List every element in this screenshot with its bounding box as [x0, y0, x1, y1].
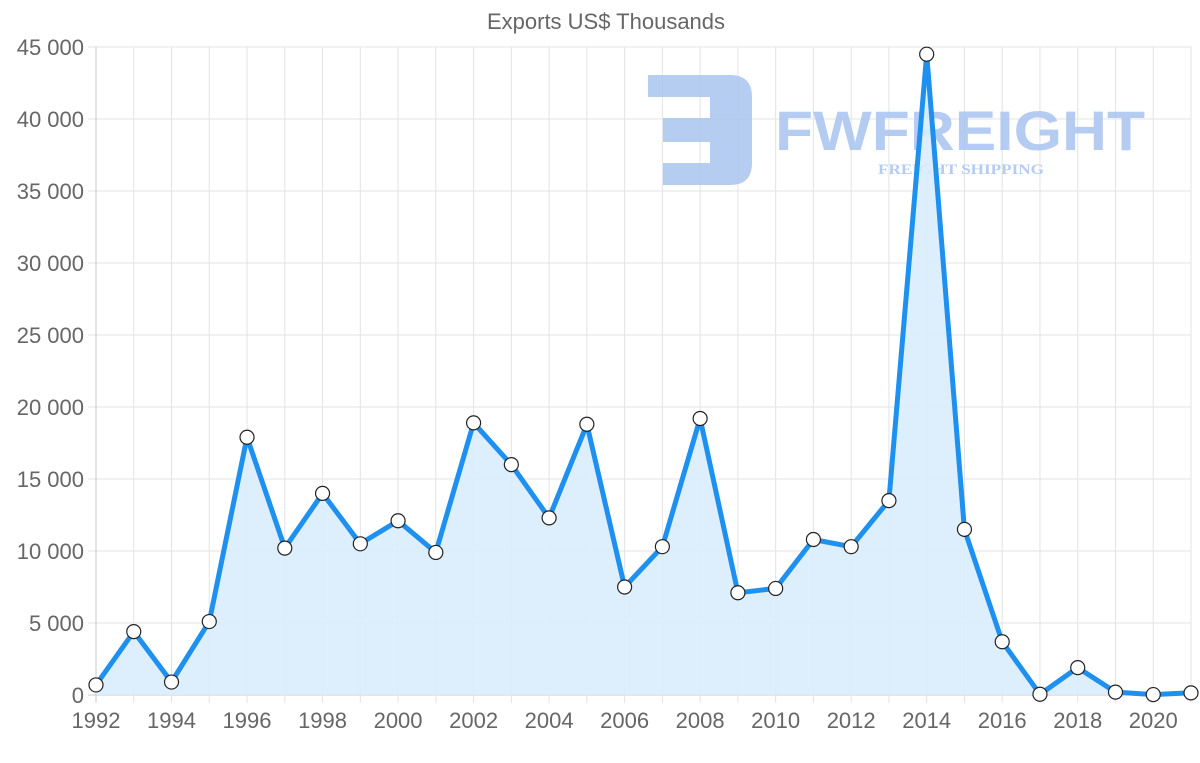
- data-point[interactable]: [277, 540, 293, 556]
- watermark-brand: FWFREIGHT: [775, 99, 1145, 162]
- data-point[interactable]: [1107, 684, 1124, 700]
- data-point[interactable]: [579, 416, 595, 432]
- data-point[interactable]: [994, 634, 1010, 650]
- data-point[interactable]: [617, 579, 633, 595]
- x-tick-label: 2014: [902, 708, 951, 733]
- x-tick-label: 2016: [978, 708, 1027, 733]
- x-tick-label: 2000: [374, 708, 423, 733]
- data-point[interactable]: [654, 539, 670, 555]
- data-point[interactable]: [163, 674, 180, 690]
- x-tick-label: 2020: [1129, 708, 1178, 733]
- data-point[interactable]: [428, 544, 444, 561]
- watermark-tagline: FREIGHT SHIPPING: [878, 162, 1044, 178]
- data-points: [88, 46, 1199, 703]
- data-point[interactable]: [956, 521, 973, 538]
- y-tick-label: 30 000: [17, 251, 84, 276]
- data-point[interactable]: [1183, 685, 1199, 701]
- watermark-logo: FWFREIGHT FREIGHT SHIPPING: [648, 75, 1145, 185]
- data-point[interactable]: [843, 539, 859, 555]
- y-tick-label: 45 000: [17, 35, 84, 60]
- x-tick-label: 2004: [525, 708, 574, 733]
- data-point[interactable]: [352, 536, 368, 552]
- data-point[interactable]: [465, 415, 482, 431]
- x-tick-label: 2010: [751, 708, 800, 733]
- x-tick-label: 2012: [827, 708, 876, 733]
- data-point[interactable]: [88, 677, 104, 693]
- fw-logo-icon: [648, 75, 752, 185]
- x-tick-label: 1992: [72, 708, 121, 733]
- data-point[interactable]: [126, 624, 142, 640]
- x-axis: 1992 1994 1996 1998 2000 2002 2004 2006 2008 2010…: [72, 708, 1178, 733]
- y-tick-label: 40 000: [17, 107, 84, 132]
- data-point[interactable]: [390, 513, 406, 529]
- data-point[interactable]: [1032, 686, 1048, 702]
- x-tick-label: 1994: [147, 708, 196, 733]
- data-point[interactable]: [730, 585, 746, 601]
- data-point[interactable]: [768, 580, 784, 597]
- data-point[interactable]: [541, 510, 557, 526]
- y-tick-label: 20 000: [17, 395, 84, 420]
- data-point[interactable]: [314, 485, 331, 501]
- y-tick-label: 0: [72, 683, 84, 708]
- data-point[interactable]: [1145, 686, 1161, 703]
- x-tick-label: 2006: [600, 708, 649, 733]
- data-point[interactable]: [503, 457, 519, 473]
- data-point[interactable]: [201, 613, 217, 630]
- data-point[interactable]: [805, 531, 822, 548]
- x-tick-label: 2002: [449, 708, 498, 733]
- data-point[interactable]: [919, 46, 935, 62]
- data-point[interactable]: [239, 429, 255, 445]
- y-tick-label: 10 000: [17, 539, 84, 564]
- data-line: [93, 51, 1192, 698]
- y-tick-label: 35 000: [17, 179, 84, 204]
- y-axis: 0 5 000 10 000 15 000 20 000 25 000 30 000 35 0…: [17, 35, 84, 708]
- x-tick-label: 2008: [676, 708, 725, 733]
- y-tick-label: 25 000: [17, 323, 84, 348]
- x-tick-label: 2018: [1053, 708, 1102, 733]
- data-point[interactable]: [1070, 660, 1086, 676]
- data-point[interactable]: [692, 410, 708, 427]
- x-tick-label: 1998: [298, 708, 347, 733]
- chart-title: Exports US$ Thousands: [487, 9, 725, 34]
- y-tick-label: 15 000: [17, 467, 84, 492]
- data-point[interactable]: [881, 493, 897, 509]
- area-fill: [96, 54, 1191, 695]
- y-tick-label: 5 000: [29, 611, 84, 636]
- x-tick-label: 1996: [223, 708, 272, 733]
